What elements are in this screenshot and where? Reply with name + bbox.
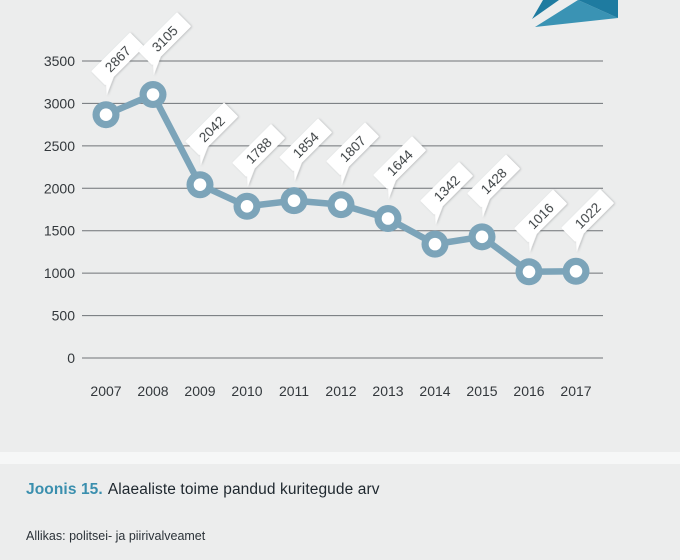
figure-caption-text: Alaealiste toime pandud kuritegude arv xyxy=(107,481,380,498)
data-label-tail xyxy=(294,162,302,182)
data-label-box xyxy=(138,12,191,65)
data-label-box xyxy=(279,118,332,171)
data-label-callout: 1644 xyxy=(373,136,426,200)
data-label-callout: 1022 xyxy=(561,189,614,252)
data-label-box xyxy=(91,32,144,86)
x-tick-label: 2017 xyxy=(560,383,591,399)
x-tick-label: 2008 xyxy=(137,383,168,399)
data-label-callout: 1016 xyxy=(514,189,567,253)
data-label-tail xyxy=(153,56,161,76)
data-point-marker-hole xyxy=(146,88,160,101)
y-tick-label: 2000 xyxy=(44,180,75,196)
data-point-marker-hole xyxy=(428,237,442,251)
data-label-callout: 2867 xyxy=(91,32,144,96)
data-label-tail xyxy=(529,234,537,253)
data-label-tail xyxy=(341,166,349,186)
data-label-tail xyxy=(247,168,255,187)
y-tick-label: 500 xyxy=(52,308,76,324)
crime-line-chart: 3500 3000 2500 2000 1500 1000 500 0 2007 2008 2009… xyxy=(44,12,614,399)
x-tick-label: 2012 xyxy=(325,383,356,399)
corner-arrow-body xyxy=(535,0,618,27)
data-label-tail xyxy=(435,206,443,225)
figure-source: Allikas: politsei- ja piirivalveamet xyxy=(26,529,206,543)
data-label-box xyxy=(232,124,285,177)
data-label-box xyxy=(561,189,614,242)
figure-caption-label: Joonis 15. xyxy=(26,481,103,498)
section-divider xyxy=(0,452,680,464)
y-tick-label: 3500 xyxy=(44,53,75,69)
figure-caption: Joonis 15. Alaealiste toime pandud kurite… xyxy=(26,481,660,499)
data-label-callout: 3105 xyxy=(138,12,191,76)
data-label-box xyxy=(185,102,238,156)
x-tick-label: 2011 xyxy=(279,383,309,399)
y-tick-label: 2500 xyxy=(44,138,75,154)
y-tick-label: 3000 xyxy=(44,95,75,111)
data-label-tail xyxy=(482,199,490,218)
y-tick-label: 1500 xyxy=(44,223,75,239)
chart-area: 3500 3000 2500 2000 1500 1000 500 0 2007 2008 2009… xyxy=(44,12,614,399)
data-point-marker-hole xyxy=(99,108,113,122)
data-label-tail xyxy=(576,233,584,252)
y-tick-label: 1000 xyxy=(44,265,75,281)
data-label-box xyxy=(467,154,520,208)
data-point-marker-hole xyxy=(569,264,583,278)
x-tick-label: 2016 xyxy=(513,383,544,399)
x-tick-label: 2014 xyxy=(419,383,450,399)
data-point-marker-hole xyxy=(334,198,348,211)
data-point-marker-hole xyxy=(522,265,536,279)
data-point-marker-hole xyxy=(381,212,395,225)
data-label-box xyxy=(373,136,426,189)
data-label-callout: 2042 xyxy=(185,102,238,166)
x-tick-label: 2013 xyxy=(372,383,403,399)
data-label-callout: 1854 xyxy=(279,118,332,182)
data-label-tail xyxy=(388,180,396,200)
data-label-callout: 1428 xyxy=(467,154,520,218)
corner-arrow-wedge xyxy=(532,0,559,19)
data-label-box xyxy=(326,122,379,175)
x-tick-label: 2010 xyxy=(231,383,262,399)
y-tick-label: 0 xyxy=(67,350,75,366)
x-tick-label: 2015 xyxy=(466,383,497,399)
data-point-marker-hole xyxy=(240,199,254,213)
data-label-tail xyxy=(106,76,114,96)
x-tick-label: 2009 xyxy=(184,383,215,399)
data-point-marker-hole xyxy=(287,194,301,207)
data-point-marker-hole xyxy=(193,178,207,192)
x-tick-label: 2007 xyxy=(90,383,121,399)
corner-arrow-fold xyxy=(578,0,618,18)
data-point-marker-hole xyxy=(475,230,489,244)
data-label-box xyxy=(420,162,473,215)
data-label-tail xyxy=(200,146,208,166)
data-label-box xyxy=(514,189,567,243)
corner-arrow-icon xyxy=(532,0,618,27)
